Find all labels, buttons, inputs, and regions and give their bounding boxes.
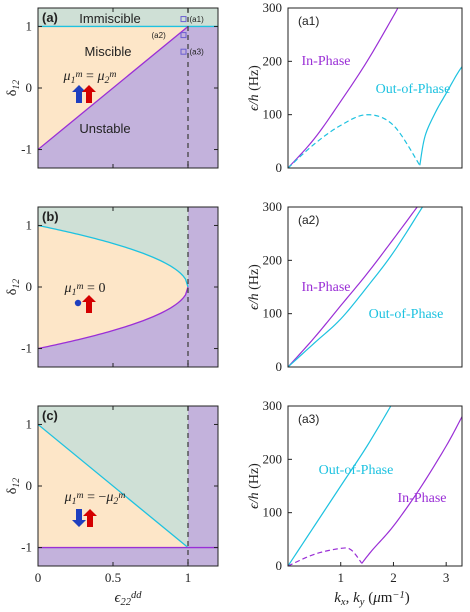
series-out-of-phase-solid bbox=[288, 207, 423, 367]
panel-a3-ytick-label: 0 bbox=[276, 558, 283, 573]
panel-b-regions bbox=[38, 207, 218, 367]
panel-a-regions bbox=[38, 8, 218, 168]
xlabel-k: kx, ky (μm−1) bbox=[334, 590, 409, 608]
panel-c-xtick-label: 0.5 bbox=[105, 570, 121, 585]
series-label-in-phase: In-Phase bbox=[302, 280, 351, 295]
series-in-phase-solid bbox=[288, 8, 399, 168]
formula-a: μ1m = μ2m bbox=[63, 69, 117, 86]
state-point-a2 bbox=[180, 32, 187, 39]
series-in-phase-dashed bbox=[288, 547, 363, 566]
state-point-label: (a3) bbox=[190, 48, 205, 57]
region-unstable bbox=[38, 26, 218, 168]
panel-a3-ylabel: ϵ/h (Hz) bbox=[247, 463, 262, 509]
panel-a-ylabel: δ12 bbox=[5, 80, 22, 97]
region-immiscible bbox=[38, 8, 218, 27]
panel-label-a1: (a1) bbox=[298, 14, 319, 28]
series-out-of-phase-solid bbox=[419, 66, 462, 166]
panel-a3-frame bbox=[287, 405, 463, 567]
panel-a3-xtick-label: 2 bbox=[390, 570, 397, 585]
panel-c-ytick-label: -1 bbox=[21, 540, 32, 555]
region-label-immiscible: Immiscible bbox=[79, 11, 140, 26]
panel-label-c: (c) bbox=[42, 408, 58, 423]
series-label-out-of-phase: Out-of-Phase bbox=[369, 307, 444, 322]
panel-a3-ytick-label: 100 bbox=[263, 505, 283, 520]
panel-a-ytick-label: 1 bbox=[26, 18, 33, 33]
panel-a3-ytick-label: 200 bbox=[263, 451, 283, 466]
panel-a2-ytick-label: 0 bbox=[276, 359, 283, 374]
panel-a2-frame bbox=[287, 206, 463, 368]
formula-b: μ1m = 0 bbox=[64, 281, 106, 298]
moment-2-arrow bbox=[82, 295, 96, 313]
region-miscible bbox=[38, 26, 218, 150]
panel-c-xtick-label: 1 bbox=[185, 570, 192, 585]
panel-b-ytick-label: 0 bbox=[26, 279, 33, 294]
xlabel-epsilon22: ϵ22dd bbox=[114, 590, 142, 608]
moment-1-zero-dot bbox=[74, 299, 82, 307]
panel-a1-ytick-label: 300 bbox=[263, 0, 283, 15]
series-out-of-phase-solid bbox=[288, 406, 392, 566]
panel-a1-ylabel: ϵ/h (Hz) bbox=[247, 65, 262, 111]
panel-label-a3: (a3) bbox=[298, 412, 319, 426]
panel-b-ytick-label: 1 bbox=[26, 217, 33, 232]
moment-1-arrow bbox=[72, 509, 86, 527]
series-label-out-of-phase: Out-of-Phase bbox=[376, 82, 451, 97]
panel-c-ytick-label: 1 bbox=[26, 416, 33, 431]
panel-b-ylabel: δ12 bbox=[5, 279, 22, 296]
panel-a2-ytick-label: 200 bbox=[263, 252, 283, 267]
panel-a3-xtick-label: 3 bbox=[443, 570, 450, 585]
region-unstable-band bbox=[188, 207, 218, 367]
series-label-in-phase: In-Phase bbox=[302, 54, 351, 69]
panel-a3-plot bbox=[288, 406, 462, 566]
panel-a-ytick-label: 0 bbox=[26, 80, 33, 95]
panel-a1-ytick-label: 0 bbox=[276, 160, 283, 175]
boundary-cyan bbox=[38, 224, 189, 288]
formula-c: μ1m = −μ2m bbox=[64, 490, 126, 507]
panel-a2-ylabel: ϵ/h (Hz) bbox=[247, 264, 262, 310]
boundary-purple bbox=[38, 286, 189, 350]
state-point-a1 bbox=[180, 16, 187, 23]
panel-a1-ytick-label: 100 bbox=[263, 107, 283, 122]
series-out-of-phase-dashed bbox=[288, 114, 421, 168]
region-unstable bbox=[38, 547, 218, 566]
moment-1-arrow bbox=[72, 85, 86, 103]
panel-c-ytick-label: 0 bbox=[26, 478, 33, 493]
series-label-out-of-phase: Out-of-Phase bbox=[319, 463, 394, 478]
boundary-cyan bbox=[38, 423, 189, 549]
panel-a1-ytick-label: 200 bbox=[263, 53, 283, 68]
region-unstable-band bbox=[188, 406, 218, 566]
region-label-miscible: Miscible bbox=[85, 44, 132, 59]
panel-a1-frame bbox=[287, 7, 463, 169]
state-point-a3 bbox=[180, 48, 187, 55]
boundary-purple bbox=[38, 25, 189, 151]
panel-a-ytick-label: -1 bbox=[21, 142, 32, 157]
panel-b-ytick-label: -1 bbox=[21, 341, 32, 356]
panel-label-a2: (a2) bbox=[298, 213, 319, 227]
state-point-label: (a2) bbox=[152, 31, 167, 40]
panel-a1-plot bbox=[288, 8, 462, 168]
panel-a2-plot bbox=[288, 207, 423, 367]
panel-label-b: (b) bbox=[42, 209, 59, 224]
panel-a3-ytick-label: 300 bbox=[263, 398, 283, 413]
panel-c-ylabel: δ12 bbox=[5, 478, 22, 495]
state-point-label: (a1) bbox=[190, 15, 205, 24]
panel-a3-xtick-label: 1 bbox=[337, 570, 344, 585]
panel-a2-ytick-label: 300 bbox=[263, 199, 283, 214]
panel-a2-ytick-label: 100 bbox=[263, 306, 283, 321]
panel-label-a: (a) bbox=[42, 10, 58, 25]
region-label-unstable: Unstable bbox=[79, 121, 130, 136]
series-in-phase-solid bbox=[288, 207, 418, 367]
series-label-in-phase: In-Phase bbox=[398, 491, 447, 506]
panel-c-regions bbox=[38, 406, 218, 566]
moment-2-arrow bbox=[83, 509, 97, 527]
moment-2-arrow bbox=[82, 85, 96, 103]
panel-c-xtick-label: 0 bbox=[35, 570, 42, 585]
series-in-phase-solid bbox=[361, 416, 462, 564]
